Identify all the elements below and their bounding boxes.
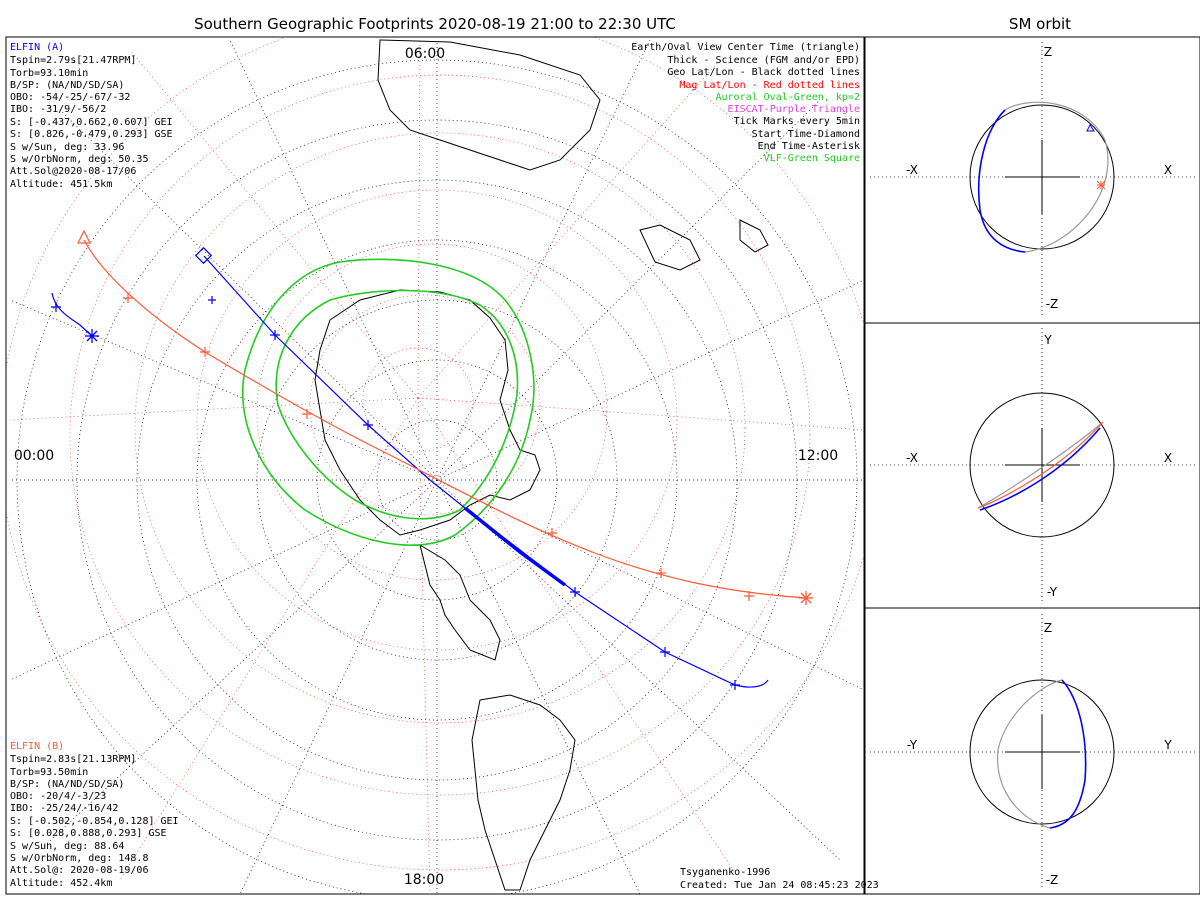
elfin-b-title: ELFIN (B): [10, 741, 64, 752]
yz-label-right: Y: [1163, 738, 1172, 752]
mag-latlon-grid: [6, 37, 864, 894]
elfin-a-title: ELFIN (A): [10, 42, 64, 53]
xy-label-top: Y: [1043, 333, 1052, 347]
orbit-panel-xz: Z -Z -X X: [870, 42, 1195, 318]
elfin-a-track: [51, 246, 769, 690]
elfin-a-end-asterisk: [85, 329, 99, 343]
legend-item: Start Time-Diamond: [752, 129, 860, 140]
elfin-a-line: Altitude: 451.5km: [10, 179, 112, 190]
elfin-b-line: B/SP: (NA/ND/SD/SA): [10, 779, 124, 790]
australia-coast: [377, 39, 601, 171]
elfin-b-line: Altitude: 452.4km: [10, 878, 112, 889]
legend-item: Thick - Science (FGM and/or EPD): [667, 55, 860, 66]
elfin-b-line: Tspin=2.83s[21.13RPM]: [10, 754, 136, 765]
elfin-a-line: Att.Sol@2020-08-17/06: [10, 166, 136, 177]
elfin-a-line: S: [0.826,-0.479,0.293] GSE: [10, 129, 173, 140]
antarctica-coast: [314, 289, 541, 536]
yz-label-left: -Y: [907, 738, 918, 752]
elfin-b-end-asterisk: [799, 591, 813, 605]
elfin-b-info: ELFIN (B) Tspin=2.83s[21.13RPM] Torb=93.…: [10, 741, 179, 889]
legend-item: Geo Lat/Lon - Black dotted lines: [667, 67, 860, 78]
elfin-a-ticks: [51, 296, 740, 690]
legend-item: Earth/Oval View Center Time (triangle): [631, 42, 860, 53]
elfin-a-start-diamond: [194, 246, 213, 265]
elfin-b-line: Torb=93.50min: [10, 767, 88, 778]
xy-label-left: -X: [906, 451, 918, 465]
elfin-b-line: IBO: -25/24/-16/42: [10, 803, 118, 814]
hour-label-bottom: 18:00: [404, 872, 444, 888]
elfin-b-line: S w/Sun, deg: 88.64: [10, 841, 124, 852]
elfin-b-line: Att.Sol@: 2020-08-19/06: [10, 865, 148, 876]
legend-item: EISCAT-Purple Triangle: [728, 104, 860, 115]
xy-label-right: X: [1164, 451, 1172, 465]
yz-label-top: Z: [1044, 621, 1052, 635]
africa-coast: [471, 694, 576, 891]
model-label: Tsyganenko-1996: [680, 867, 770, 878]
elfin-b-line: OBO: -20/4/-3/23: [10, 791, 106, 802]
geo-latlon-grid: [9, 39, 864, 894]
orbit-panel-xy: Y -Y -X X: [870, 328, 1195, 603]
elfin-a-line: Tspin=2.79s[21.47RPM]: [10, 55, 136, 66]
xz-label-bottom: -Z: [1046, 297, 1059, 311]
auroral-oval: [242, 258, 535, 546]
map-frame: [5, 36, 865, 895]
legend-item: Tick Marks every 5min: [734, 116, 860, 127]
created-label: Created: Tue Jan 24 08:45:23 2023: [680, 880, 879, 891]
xy-label-bottom: -Y: [1047, 585, 1058, 599]
legend: Earth/Oval View Center Time (triangle) T…: [631, 42, 860, 164]
elfin-b-ticks: [123, 293, 754, 601]
legend-item: End Time-Asterisk: [758, 141, 860, 152]
xz-label-left: -X: [906, 163, 918, 177]
south-america-coast: [419, 543, 501, 661]
orbit-frame: [864, 36, 1200, 895]
orbit-panel-yz: Z -Z -Y Y: [870, 614, 1195, 890]
hour-label-left: 00:00: [14, 448, 54, 464]
xz-label-top: Z: [1044, 45, 1052, 59]
elfin-a-line: S w/OrbNorm, deg: 50.35: [10, 154, 148, 165]
xz-label-right: X: [1164, 163, 1172, 177]
legend-item: Mag Lat/Lon - Red dotted lines: [679, 80, 860, 91]
elfin-b-line: S: [0.028,0.888,0.293] GSE: [10, 828, 167, 839]
elfin-a-info: ELFIN (A) Tspin=2.79s[21.47RPM] Torb=93.…: [10, 42, 173, 190]
elfin-a-line: IBO: -31/9/-56/2: [10, 104, 106, 115]
yz-label-bottom: -Z: [1046, 873, 1059, 887]
elfin-b-track: [77, 229, 813, 605]
hour-label-top: 06:00: [405, 46, 445, 62]
legend-item: VLF-Green Square: [764, 153, 860, 164]
auroral-oval-outer: [242, 258, 535, 546]
new-zealand-coast: [639, 224, 701, 271]
elfin-a-line: S w/Sun, deg: 33.96: [10, 142, 124, 153]
elfin-a-line: S: [-0.437,0.662,0.607] GEI: [10, 117, 173, 128]
elfin-a-line: OBO: -54/-25/-67/-32: [10, 92, 130, 103]
new-zealand-south-coast: [739, 219, 769, 253]
elfin-a-line: B/SP: (NA/ND/SD/SA): [10, 80, 124, 91]
auroral-oval-inner: [275, 289, 519, 520]
hour-label-right: 12:00: [798, 448, 838, 464]
coastlines: [314, 39, 769, 891]
map-area: [6, 37, 864, 894]
legend-item: Auroral Oval-Green, kp=2: [716, 92, 861, 103]
orbit-title: SM orbit: [1009, 15, 1071, 33]
elfin-b-line: S: [-0.502,-0.854,0.128] GEI: [10, 816, 179, 827]
elfin-b-view-triangle: [77, 229, 91, 244]
elfin-a-science-segment: [463, 506, 567, 587]
elfin-a-line: Torb=93.10min: [10, 68, 88, 79]
elfin-b-line: S w/OrbNorm, deg: 148.8: [10, 853, 148, 864]
figure-title: Southern Geographic Footprints 2020-08-1…: [194, 15, 676, 33]
